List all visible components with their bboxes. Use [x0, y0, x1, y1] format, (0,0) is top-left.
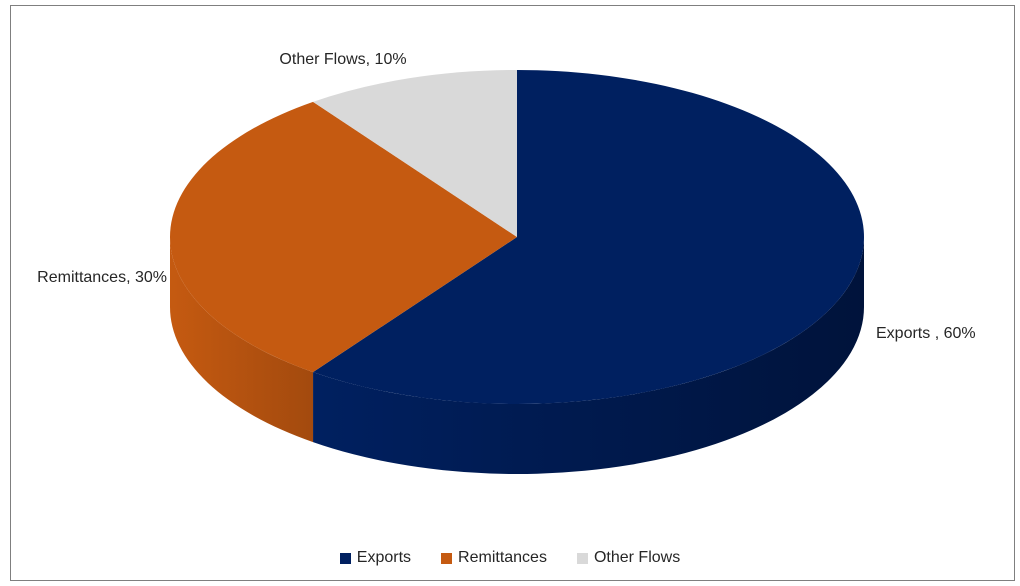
legend-item-other-flows: Other Flows: [576, 549, 681, 567]
legend-swatch-other-flows: [576, 552, 588, 564]
data-label-exports: Exports , 60%: [876, 325, 976, 342]
data-label-other-flows: Other Flows, 10%: [279, 51, 406, 68]
legend-swatch-exports: [339, 552, 351, 564]
data-label-remittances: Remittances, 30%: [37, 269, 167, 286]
pie-slice-exports: [313, 70, 864, 404]
pie-slice-other-flows: [313, 70, 517, 237]
pie-side-exports: [313, 237, 864, 475]
legend-swatch-remittances: [441, 552, 453, 564]
legend-item-remittances: Remittances: [441, 549, 547, 567]
pie-slice-remittances: [169, 101, 518, 373]
legend-label-exports: Exports: [356, 549, 412, 566]
legend-label-remittances: Remittances: [458, 549, 547, 566]
legend-label-other-flows: Other Flows: [593, 549, 681, 566]
legend-item-exports: Exports: [339, 549, 412, 567]
legend: Exports Remittances Other Flows: [0, 549, 1020, 567]
pie-side-walls: [170, 237, 864, 475]
pie-side-remittances: [170, 237, 314, 443]
pie-top-faces: [169, 70, 864, 404]
